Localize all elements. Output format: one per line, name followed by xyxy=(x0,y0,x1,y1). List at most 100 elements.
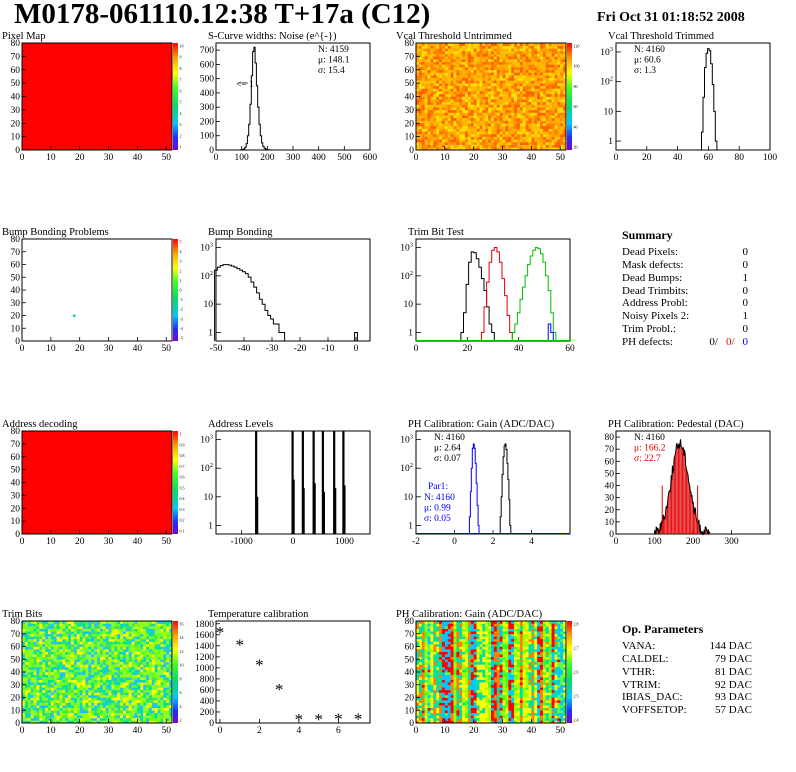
vcal-untrimmed-cell xyxy=(476,104,480,108)
vcal-untrimmed-cell xyxy=(427,83,431,87)
vcal-untrimmed-cell xyxy=(444,123,449,127)
vcal-untrimmed-cell xyxy=(511,109,515,113)
trim-bits-cell xyxy=(22,682,26,686)
vcal-untrimmed-cell xyxy=(528,93,532,97)
trim-bits-cell xyxy=(140,638,144,642)
vcal-untrimmed-cell xyxy=(528,75,532,79)
trim-bits-cell xyxy=(71,679,75,683)
trim-bits-cell xyxy=(56,717,60,721)
vcal-untrimmed-cell xyxy=(418,120,423,124)
trim-bits-cell xyxy=(82,674,86,678)
vcal-untrimmed-cell xyxy=(424,72,428,76)
vcal-untrimmed-cell xyxy=(473,75,477,79)
ph-gain-2d-cell xyxy=(548,710,552,714)
trim-bits-cell xyxy=(146,697,150,701)
trim-bits-cell xyxy=(160,626,164,629)
vcal-untrimmed-cell xyxy=(447,125,451,129)
trim-bits-cell xyxy=(24,656,29,660)
pixel-map-ytick-label: 10 xyxy=(11,133,21,143)
trim-bits-cell xyxy=(62,707,66,711)
vcal-untrimmed-cell xyxy=(525,69,529,73)
trim-bits-cell xyxy=(114,638,118,642)
trim-bits-cell xyxy=(79,646,83,650)
trim-bits-cell xyxy=(85,672,89,675)
trim-bits-cell xyxy=(68,700,72,703)
trim-bits-cell xyxy=(163,649,167,652)
vcal-untrimmed-cell xyxy=(482,48,486,52)
vcal-untrimmed-cell xyxy=(522,51,526,54)
trim-bits-cell xyxy=(163,692,167,696)
vcal-untrimmed-cell xyxy=(499,144,503,148)
trim-bits-cell xyxy=(71,707,75,711)
address-decoding-colorbar-tick: 1 xyxy=(180,432,182,437)
trim-bits-cell xyxy=(53,669,57,673)
vcal-untrimmed-cell xyxy=(450,139,454,143)
trim-bits-cell xyxy=(79,659,83,663)
vcal-untrimmed-cell xyxy=(545,139,549,143)
vcal-untrimmed-cell xyxy=(531,125,535,129)
vcal-untrimmed-cell xyxy=(485,107,489,111)
vcal-untrimmed-cell xyxy=(453,139,457,143)
vcal-untrimmed-cell xyxy=(557,115,561,119)
trim-bits-cell xyxy=(91,672,95,675)
vcal-untrimmed-cell xyxy=(514,75,518,79)
vcal-untrimmed-cell xyxy=(551,67,555,71)
ph-gain-2d-cell xyxy=(450,720,454,724)
vcal-untrimmed-cell xyxy=(433,107,437,111)
vcal-untrimmed-cell xyxy=(491,101,495,105)
trim-bits-cell xyxy=(125,687,130,691)
vcal-untrimmed-cell xyxy=(485,67,489,71)
trim-bits-cell xyxy=(88,705,92,708)
trim-bits-cell xyxy=(117,661,121,665)
vcal-untrimmed-cell xyxy=(525,112,529,116)
vcal-untrimmed-cell xyxy=(563,61,567,65)
vcal-untrimmed-cell xyxy=(479,109,483,113)
vcal-untrimmed-cell xyxy=(525,120,529,124)
trim-bits-cell xyxy=(65,641,69,645)
vcal-untrimmed-cell xyxy=(528,72,532,76)
vcal-untrimmed-cell xyxy=(528,101,532,105)
vcal-untrimmed-cell xyxy=(436,96,440,100)
vcal-untrimmed-cell xyxy=(493,109,498,113)
trim-bits-cell xyxy=(36,682,40,686)
trim-bits-cell xyxy=(42,623,46,627)
trim-bits-cell xyxy=(71,692,75,696)
trim-bits-cell xyxy=(137,641,141,645)
vcal-untrimmed-cell xyxy=(493,104,498,108)
trim-bits-cell xyxy=(117,710,121,714)
trim-bits-cell xyxy=(117,692,121,696)
vcal-untrimmed-cell xyxy=(548,141,552,145)
trim-bits-cell xyxy=(128,646,132,650)
vcal-untrimmed-cell xyxy=(528,141,532,145)
vcal-untrimmed-cell xyxy=(453,141,457,145)
vcal-untrimmed-cell xyxy=(548,56,552,60)
pixel-map-xtick-label: 50 xyxy=(161,153,171,163)
trim-bits-cell xyxy=(47,661,52,665)
vcal-untrimmed-cell xyxy=(421,64,425,68)
bump-bonding-problems-colorbar-tick: -4 xyxy=(180,326,183,331)
ph-gain-2d-cell xyxy=(424,712,428,716)
trim-bits-cell xyxy=(160,659,164,663)
vcal-untrimmed-cell xyxy=(540,115,544,119)
trim-bits-cell xyxy=(131,631,135,635)
vcal-untrimmed-cell xyxy=(421,109,425,113)
vcal-untrimmed-cell xyxy=(560,72,564,76)
address-decoding-colorbar-tick: 0.6 xyxy=(180,475,185,480)
ph-gain-2d-cell xyxy=(545,715,549,719)
vcal-untrimmed-cell xyxy=(439,56,443,60)
ph-gain-2d-cell xyxy=(560,720,564,724)
vcal-untrimmed-cell xyxy=(560,144,564,148)
trim-bits-cell xyxy=(137,656,141,660)
trim-bits-cell xyxy=(76,664,80,668)
vcal-untrimmed-cell xyxy=(416,67,420,71)
vcal-untrimmed-cell xyxy=(505,109,509,113)
trim-bits-cell xyxy=(97,643,101,647)
trim-bits-cell xyxy=(154,717,158,721)
ph-gain-2d-cell xyxy=(491,712,495,716)
vcal-untrimmed-cell xyxy=(424,96,428,100)
trim-bits-cell xyxy=(68,707,72,711)
vcal-untrimmed-cell xyxy=(465,128,469,132)
trim-bits-cell xyxy=(79,672,83,675)
trim-bits-cell xyxy=(125,646,130,650)
trim-bits-cell xyxy=(140,659,144,663)
